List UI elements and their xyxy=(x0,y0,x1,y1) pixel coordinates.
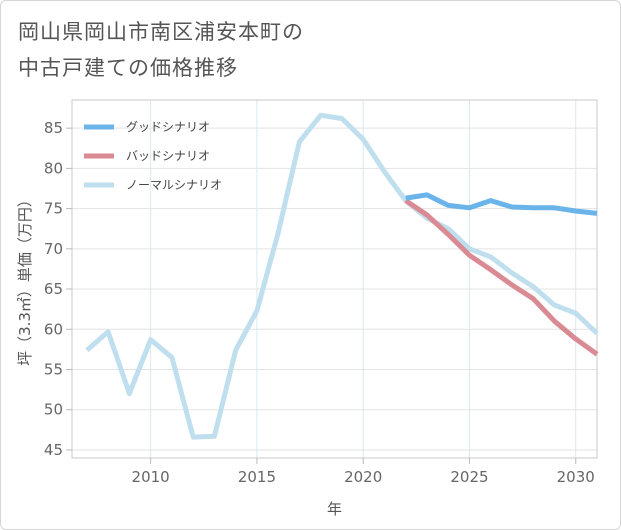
x-axis-ticks: 2010 2015 2020 2025 2030 xyxy=(132,458,595,486)
series-lines xyxy=(85,112,599,440)
x-tick-label: 2010 xyxy=(132,468,170,486)
chart-title-line-2: 中古戸建ての価格推移 xyxy=(18,56,238,80)
x-tick-label: 2030 xyxy=(557,468,595,486)
legend-label-normal: ノーマルシナリオ xyxy=(126,178,222,192)
y-tick-label: 50 xyxy=(44,401,63,419)
y-tick-label: 70 xyxy=(44,240,63,258)
series-line-good xyxy=(405,192,598,216)
y-axis-ticks: 45 50 55 60 65 70 75 80 85 xyxy=(44,119,72,459)
chart-title-line-1: 岡山県岡山市南区浦安本町の xyxy=(18,20,304,44)
y-tick-label: 55 xyxy=(44,361,63,379)
series-line-normal xyxy=(85,112,599,440)
y-tick-label: 80 xyxy=(44,159,63,177)
y-tick-label: 60 xyxy=(44,320,63,338)
y-axis-title: 坪（3.3㎡）単価（万円） xyxy=(16,192,34,366)
x-tick-label: 2020 xyxy=(344,468,382,486)
x-tick-label: 2015 xyxy=(238,468,276,486)
x-tick-label: 2025 xyxy=(450,468,488,486)
chart-title: 岡山県岡山市南区浦安本町の 中古戸建ての価格推移 xyxy=(18,14,578,86)
y-tick-label: 75 xyxy=(44,200,63,218)
plot-area-border xyxy=(71,99,598,459)
legend-label-bad: バッドシナリオ xyxy=(126,149,210,163)
y-tick-label: 45 xyxy=(44,441,63,459)
grid-lines xyxy=(72,100,597,458)
y-tick-label: 85 xyxy=(44,119,63,137)
legend-label-good: グッドシナリオ xyxy=(126,120,210,134)
y-tick-label: 65 xyxy=(44,280,63,298)
series-line-bad xyxy=(404,198,599,357)
x-axis-title: 年 xyxy=(327,500,342,518)
